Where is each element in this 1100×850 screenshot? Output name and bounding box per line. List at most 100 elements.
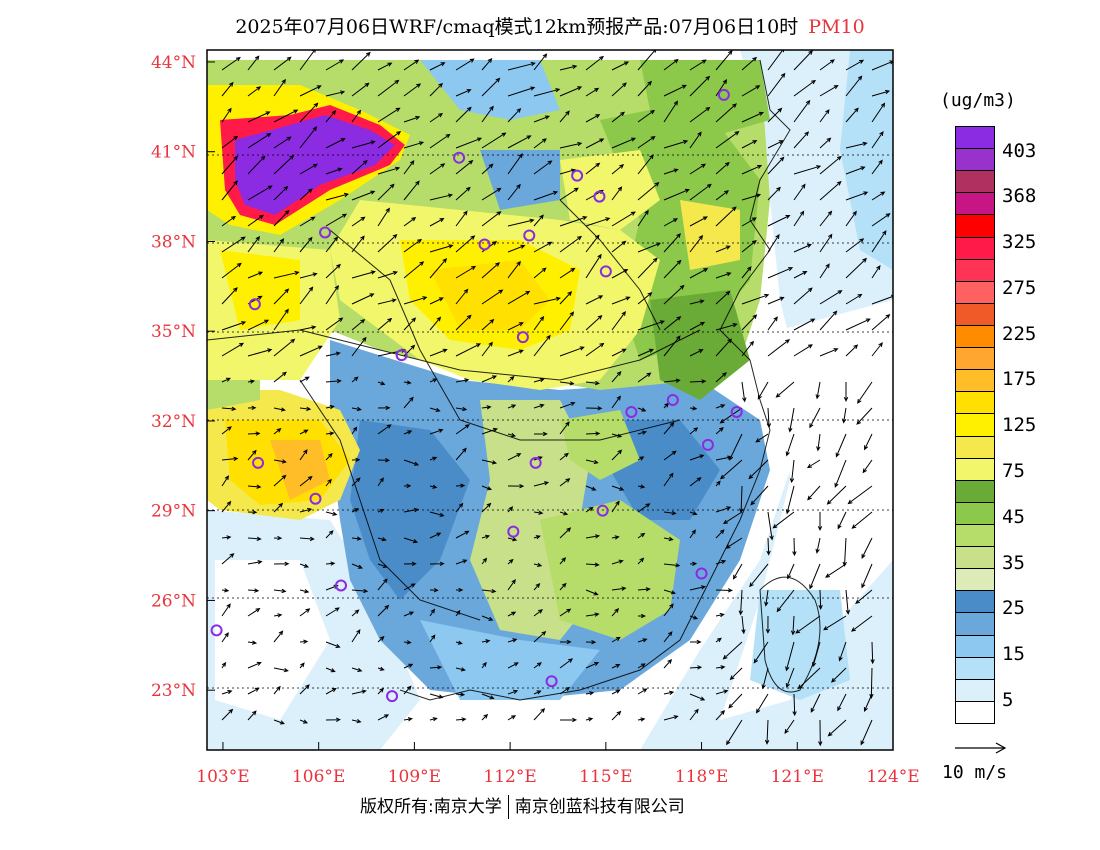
wind-arrow <box>481 132 507 149</box>
wind-arrow <box>776 589 795 613</box>
station-marker <box>516 331 529 344</box>
wind-arrow <box>715 404 726 409</box>
wind-arrow <box>273 630 284 643</box>
wind-arrow <box>299 236 313 253</box>
wind-arrow <box>719 459 743 480</box>
wind-arrow <box>767 215 791 227</box>
wind-arrow <box>247 710 257 721</box>
wind-arrow <box>611 559 624 565</box>
wind-arrow <box>429 193 454 201</box>
wind-arrow <box>611 395 621 409</box>
wind-arrow <box>455 447 467 461</box>
wind-arrow <box>585 114 601 123</box>
wind-arrow <box>247 155 266 175</box>
wind-arrow <box>585 639 597 645</box>
wind-arrow <box>585 485 597 491</box>
wind-arrow <box>221 236 246 253</box>
wind-arrow <box>830 667 847 683</box>
station-marker <box>599 265 612 278</box>
wind-arrow <box>755 693 769 714</box>
wind-arrow <box>585 534 601 539</box>
legend-swatch <box>955 568 995 592</box>
wind-arrow <box>377 604 390 617</box>
wind-arrow <box>299 449 308 461</box>
wind-arrow <box>689 131 702 149</box>
wind-arrow <box>377 714 390 721</box>
wind-arrow <box>325 263 341 279</box>
wind-arrow <box>299 188 313 201</box>
wind-arrow <box>819 155 842 175</box>
wind-arrow <box>273 238 285 253</box>
wind-arrow <box>785 485 795 515</box>
legend-swatch <box>955 435 995 459</box>
legend-label: 325 <box>1002 231 1037 253</box>
wind-arrow <box>299 608 311 617</box>
wind-arrow <box>507 638 518 643</box>
wind-arrow <box>299 563 310 568</box>
legend-swatch <box>955 302 995 326</box>
wind-arrow <box>637 638 648 643</box>
wind-arrow <box>455 559 468 565</box>
wind-arrow <box>637 109 656 123</box>
lat-label: 44°N <box>151 53 196 73</box>
wind-arrow <box>757 381 769 400</box>
wind-arrow <box>585 406 603 411</box>
wind-arrow <box>765 615 771 634</box>
wind-arrow <box>247 661 262 669</box>
wind-arrow <box>455 106 472 123</box>
station-marker <box>571 169 584 182</box>
wind-arrow <box>559 717 578 723</box>
wind-arrow <box>559 639 572 645</box>
wind-arrow <box>429 348 448 357</box>
wind-arrow <box>377 405 391 411</box>
wind-arrow <box>429 112 444 123</box>
wind-arrow <box>715 103 737 123</box>
wind-arrow <box>585 589 599 596</box>
wind-arrow <box>767 186 781 201</box>
wind-arrow <box>299 406 312 411</box>
wind-arrow <box>793 99 811 123</box>
wind-arrow <box>351 140 376 149</box>
wind-arrow <box>403 380 412 385</box>
wind-arrow <box>817 512 823 532</box>
wind-arrow <box>585 315 603 331</box>
wind-arrow <box>429 407 441 412</box>
wind-arrow <box>273 502 284 513</box>
wind-arrow <box>403 459 420 466</box>
wind-arrow <box>585 380 600 386</box>
wind-arrow <box>455 378 470 383</box>
wind-arrow <box>559 608 572 617</box>
wind-arrow <box>507 135 532 149</box>
wind-arrow <box>403 663 414 669</box>
wind-arrow <box>325 561 336 566</box>
wind-arrow <box>325 404 335 410</box>
wind-arrow <box>429 316 442 331</box>
wind-arrow <box>861 537 873 559</box>
wind-arrow <box>741 293 770 305</box>
wind-arrow <box>793 183 806 201</box>
wind-arrow <box>637 209 649 227</box>
wind-arrow <box>585 506 594 513</box>
wind-arrow <box>559 511 569 516</box>
wind-arrow <box>559 216 588 227</box>
wind-arrow <box>827 719 847 737</box>
wind-arrow <box>481 375 498 383</box>
wind-arrow <box>748 459 769 480</box>
wind-arrow <box>845 318 871 331</box>
wind-arrow <box>325 109 337 123</box>
wind-arrow <box>871 230 887 253</box>
wind-arrow <box>870 641 875 665</box>
wind-arrow <box>403 396 414 409</box>
wind-arrow <box>741 314 758 331</box>
wind-arrow <box>637 50 657 71</box>
lat-label: 38°N <box>151 232 196 252</box>
wind-arrow <box>481 187 502 201</box>
wind-arrow <box>845 293 863 305</box>
wind-arrow <box>429 456 438 461</box>
wind-arrow <box>749 563 769 588</box>
wind-arrow <box>351 609 360 617</box>
wind-arrow <box>481 713 489 721</box>
wind-arrow <box>715 245 731 253</box>
wind-arrow <box>741 140 758 149</box>
wind-arrow <box>377 298 397 305</box>
